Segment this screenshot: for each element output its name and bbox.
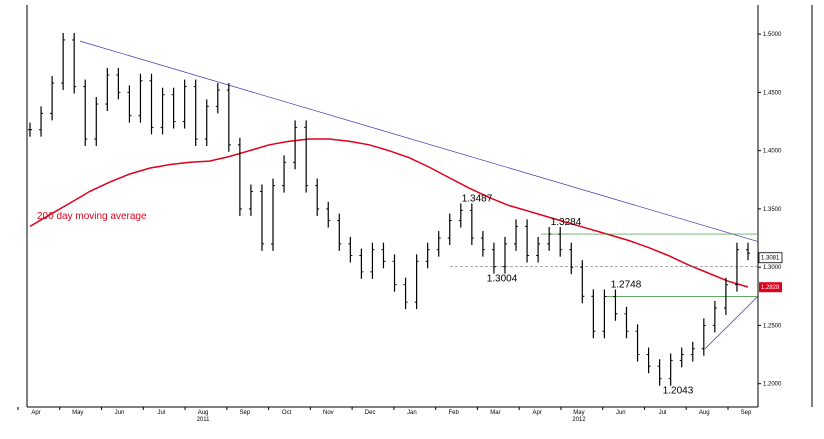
y-axis: 1.5000 1.4500 1.4000 1.3500 1.3000 1.2500 1.20… — [758, 32, 783, 388]
x-tick-label: Dec — [365, 410, 376, 416]
y-tick-label: 1.2500 — [763, 323, 782, 329]
x-tick-label: Jul — [157, 410, 165, 416]
x-tick-label: Apr — [31, 410, 40, 416]
ma200-line — [29, 138, 749, 288]
x-tick-label: May — [72, 410, 83, 416]
ma200-value-box — [759, 282, 782, 293]
resistance-trendline — [79, 40, 759, 242]
y-tick-label: 1.4500 — [763, 90, 782, 96]
y-tick-label: 1.3000 — [763, 265, 782, 271]
trendline-group — [79, 40, 759, 349]
last-price-box — [758, 252, 783, 264]
x-tick-label: Mar — [490, 410, 500, 416]
level-annotation: 1.3284 — [551, 217, 582, 228]
y-tick-label: 1.4000 — [763, 149, 782, 155]
x-tick-label: Jul — [659, 410, 667, 416]
x-tick-label: Feb — [448, 410, 459, 416]
x-tick-label: Sep — [741, 410, 752, 416]
x-tick-label: Sep — [239, 410, 250, 416]
year-label: 2011 — [197, 417, 211, 423]
ma200-group — [29, 138, 749, 288]
x-tick-label: Aug — [699, 410, 710, 416]
ma200-legend-label: 200 day moving average — [37, 211, 147, 222]
level-annotation: 1.2043 — [663, 386, 694, 397]
ma200-value-label: 1.2828 — [761, 285, 780, 291]
annotation-group: 1.3487 1.3284 1.3004 1.2748 1.2043 — [462, 193, 694, 396]
x-tick-label: Jun — [616, 410, 626, 416]
x-tick-label: Oct — [282, 410, 292, 416]
x-tick-label: May — [573, 410, 584, 416]
year-label: 2012 — [572, 417, 586, 423]
x-tick-label: Apr — [533, 410, 542, 416]
y-tick-label: 1.5000 — [763, 32, 782, 38]
x-tick-label: Nov — [323, 410, 334, 416]
y-tick-label: 1.3500 — [763, 207, 782, 213]
x-tick-label: Jun — [115, 410, 125, 416]
level-annotation: 1.2748 — [611, 280, 642, 291]
level-annotation: 1.3487 — [462, 193, 493, 204]
support-trendline — [704, 296, 759, 349]
y-tick-label: 1.2000 — [763, 382, 782, 388]
last-price-label: 1.3081 — [761, 256, 780, 262]
x-tick-label: Aug — [198, 410, 209, 416]
x-axis: Apr May Jun Jul Aug Sep Oct Nov Dec Jan Feb Mar Apr M… — [17, 407, 752, 423]
level-annotation: 1.3004 — [487, 274, 518, 285]
price-series — [28, 32, 750, 386]
x-tick-label: Jan — [407, 410, 417, 416]
